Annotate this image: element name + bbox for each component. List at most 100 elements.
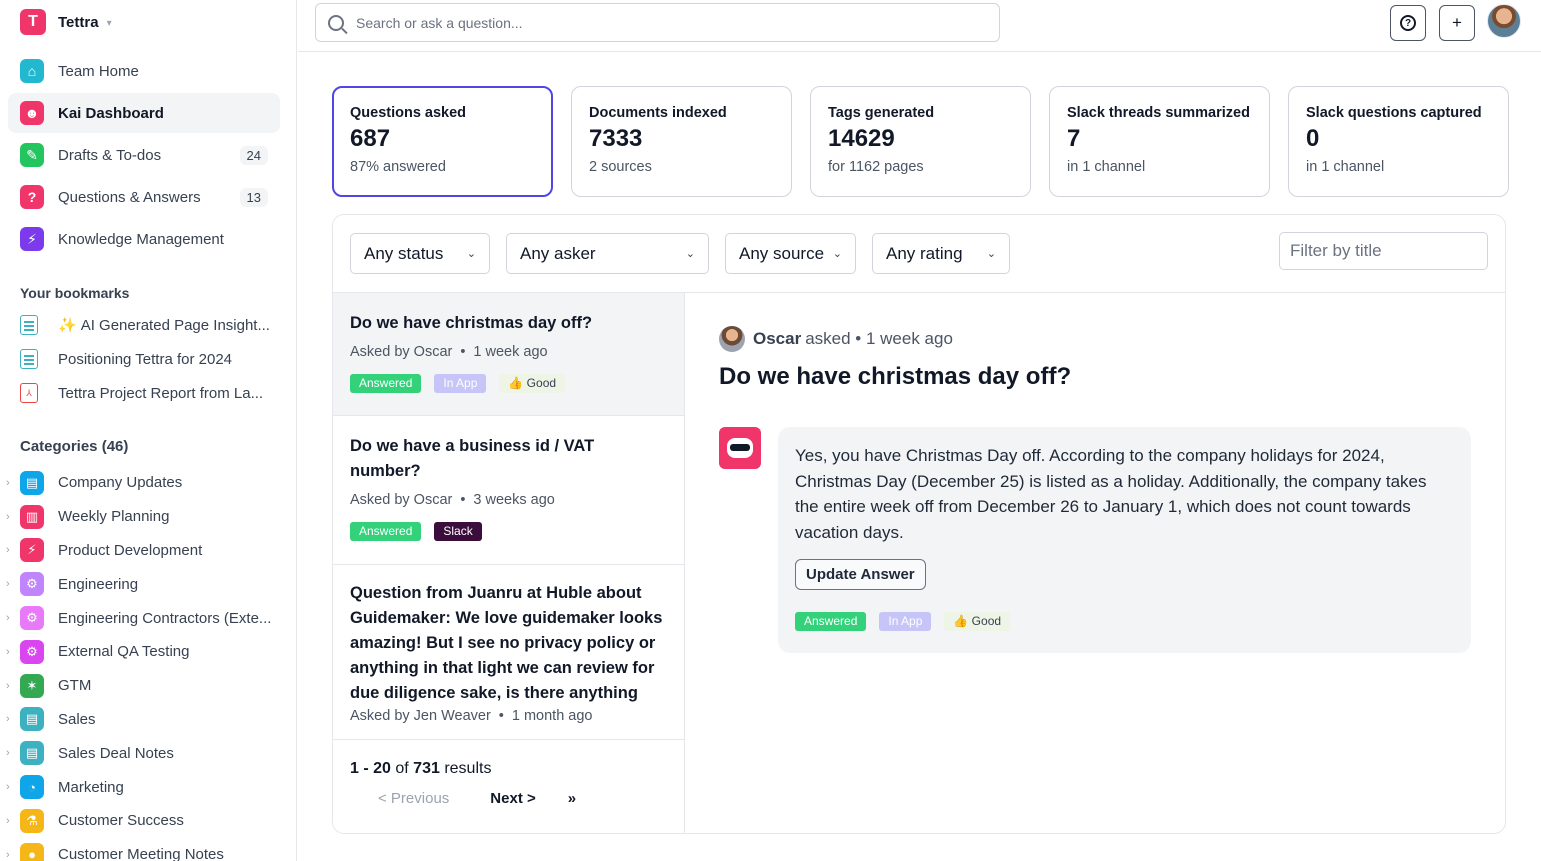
help-button[interactable]: ? bbox=[1390, 5, 1426, 41]
search-input[interactable] bbox=[356, 14, 999, 31]
stat-card-tags-generated[interactable]: Tags generated 14629 for 1162 pages bbox=[810, 86, 1031, 197]
stats-row: Questions asked 687 87% answered Documen… bbox=[332, 86, 1509, 197]
pagination: 1 - 20 of 731 results < Previous Next > … bbox=[333, 739, 684, 833]
question-title: Question from Juanru at Huble about Guid… bbox=[350, 584, 663, 702]
stat-card-slack-threads[interactable]: Slack threads summarized 7 in 1 channel bbox=[1049, 86, 1270, 197]
category-label: Sales Deal Notes bbox=[58, 744, 174, 762]
categories-heading: Categories (46) bbox=[20, 438, 129, 455]
category-item[interactable]: › ⚙ Engineering bbox=[0, 567, 296, 601]
chevron-right-icon[interactable]: › bbox=[6, 679, 10, 692]
count-badge: 24 bbox=[239, 145, 268, 165]
source-filter-select[interactable]: Any source ⌄ bbox=[725, 233, 856, 274]
category-item[interactable]: › ● Customer Meeting Notes bbox=[0, 838, 296, 861]
chevron-right-icon[interactable]: › bbox=[6, 578, 10, 591]
stat-label: Tags generated bbox=[828, 105, 935, 121]
chevron-right-icon[interactable]: › bbox=[6, 476, 10, 489]
category-item[interactable]: › ▤ Sales Deal Notes bbox=[0, 736, 296, 770]
nav-team-home[interactable]: ⌂ Team Home bbox=[8, 51, 280, 91]
sidebar: T Tettra ▾ ⌂ Team Home ☻ Kai Dashboard ✎… bbox=[0, 0, 297, 861]
previous-page-link[interactable]: < Previous bbox=[378, 790, 450, 807]
last-page-link[interactable]: » bbox=[567, 790, 577, 807]
workspace-switcher[interactable]: T Tettra ▾ bbox=[20, 8, 112, 36]
chevron-right-icon[interactable]: › bbox=[6, 510, 10, 523]
topbar: ? + bbox=[298, 0, 1541, 52]
answer-card: Yes, you have Christmas Day off. Accordi… bbox=[778, 427, 1471, 653]
nav-label: Questions & Answers bbox=[58, 188, 201, 206]
results-total: 731 bbox=[413, 760, 440, 777]
category-label: Customer Success bbox=[58, 812, 184, 830]
chevron-right-icon[interactable]: › bbox=[6, 781, 10, 794]
chevron-right-icon[interactable]: › bbox=[6, 814, 10, 827]
stat-value: 0 bbox=[1306, 125, 1320, 152]
book-icon: ▤ bbox=[20, 741, 44, 766]
stat-card-questions-asked[interactable]: Questions asked 687 87% answered bbox=[332, 86, 553, 197]
filter-bar: Any status ⌄ Any asker ⌄ Any source ⌄ Any r… bbox=[333, 215, 1505, 293]
flask-icon: ⚗ bbox=[20, 808, 44, 833]
category-label: Customer Meeting Notes bbox=[58, 846, 224, 861]
stat-card-documents-indexed[interactable]: Documents indexed 7333 2 sources bbox=[571, 86, 792, 197]
chevron-right-icon[interactable]: › bbox=[6, 713, 10, 726]
category-label: Company Updates bbox=[58, 474, 183, 492]
question-list-item[interactable]: Do we have christmas day off? Asked by O… bbox=[333, 293, 684, 416]
stat-subtext: for 1162 pages bbox=[828, 159, 924, 175]
update-answer-button[interactable]: Update Answer bbox=[795, 559, 926, 590]
stat-value: 687 bbox=[350, 125, 391, 152]
category-item[interactable]: › ⚗ Customer Success bbox=[0, 804, 296, 838]
search-box[interactable] bbox=[315, 3, 1000, 42]
question-time: 1 week ago bbox=[473, 344, 548, 360]
category-item[interactable]: › ◔ Marketing bbox=[0, 770, 296, 804]
category-item[interactable]: › ▤ Company Updates bbox=[0, 466, 296, 500]
answer-text: Yes, you have Christmas Day off. Accordi… bbox=[795, 446, 1427, 542]
nav-knowledge-management[interactable]: ⚡ Knowledge Management bbox=[8, 219, 280, 259]
chevron-down-icon: ⌄ bbox=[986, 248, 996, 260]
chevron-right-icon[interactable]: › bbox=[6, 645, 10, 658]
search-icon bbox=[328, 14, 344, 31]
stat-subtext: in 1 channel bbox=[1067, 159, 1146, 175]
chevron-right-icon[interactable]: › bbox=[6, 848, 10, 861]
stat-subtext: 2 sources bbox=[589, 159, 652, 175]
next-page-link[interactable]: Next > bbox=[490, 790, 536, 807]
chevron-right-icon[interactable]: › bbox=[6, 747, 10, 760]
title-filter-input[interactable] bbox=[1279, 232, 1488, 270]
question-list-item[interactable]: Do we have a business id / VAT number? A… bbox=[333, 416, 684, 565]
categories-list: › ▤ Company Updates › ▥ Weekly Planning › ⚡ Pr… bbox=[0, 466, 296, 861]
add-button[interactable]: + bbox=[1439, 5, 1475, 41]
source-badge: In App bbox=[434, 374, 487, 393]
question-title: Do we have a business id / VAT number? bbox=[350, 437, 595, 480]
stat-card-slack-questions[interactable]: Slack questions captured 0 in 1 channel bbox=[1288, 86, 1509, 197]
chevron-right-icon[interactable]: › bbox=[6, 544, 10, 557]
nav-questions-answers[interactable]: ? Questions & Answers 13 bbox=[8, 177, 280, 217]
category-item[interactable]: › ⚡ Product Development bbox=[0, 534, 296, 568]
answer-tags: Answered In App 👍 Good bbox=[795, 612, 1454, 631]
nav-label: Team Home bbox=[58, 62, 139, 80]
document-icon bbox=[20, 315, 38, 335]
status-filter-select[interactable]: Any status ⌄ bbox=[350, 233, 490, 274]
bookmark-item[interactable]: ⅄ Tettra Project Report from La... bbox=[20, 376, 280, 410]
question-list-item[interactable]: Question from Juanru at Huble about Guid… bbox=[333, 565, 684, 739]
asker-filter-select[interactable]: Any asker ⌄ bbox=[506, 233, 709, 274]
user-avatar[interactable] bbox=[1487, 4, 1521, 38]
status-badge: Answered bbox=[350, 522, 422, 541]
question-list: Do we have christmas day off? Asked by O… bbox=[333, 293, 685, 833]
source-badge: In App bbox=[879, 612, 932, 631]
category-item[interactable]: › ⚙ Engineering Contractors (Exte... bbox=[0, 601, 296, 635]
stat-value: 7333 bbox=[589, 125, 643, 152]
rating-filter-select[interactable]: Any rating ⌄ bbox=[872, 233, 1010, 274]
category-item[interactable]: › ✶ GTM bbox=[0, 669, 296, 703]
category-item[interactable]: › ▥ Weekly Planning bbox=[0, 500, 296, 534]
map-icon: ▥ bbox=[20, 504, 44, 529]
tettra-logo-icon: T bbox=[20, 9, 46, 35]
pencil-icon: ✎ bbox=[20, 143, 44, 167]
bookmark-item[interactable]: Positioning Tettra for 2024 bbox=[20, 342, 280, 376]
bookmark-item[interactable]: ✨ AI Generated Page Insight... bbox=[20, 308, 280, 342]
nav-kai-dashboard[interactable]: ☻ Kai Dashboard bbox=[8, 93, 280, 133]
category-item[interactable]: › ▤ Sales bbox=[0, 703, 296, 737]
category-item[interactable]: › ⚙ External QA Testing bbox=[0, 635, 296, 669]
chat-bubble-icon: ● bbox=[20, 842, 44, 861]
chevron-right-icon[interactable]: › bbox=[6, 612, 10, 625]
bookmark-label: Positioning Tettra for 2024 bbox=[58, 350, 233, 368]
results-count: 1 - 20 of 731 results bbox=[350, 760, 667, 778]
nav-drafts-todos[interactable]: ✎ Drafts & To-dos 24 bbox=[8, 135, 280, 175]
rating-badge: 👍 Good bbox=[944, 612, 1011, 631]
stat-value: 14629 bbox=[828, 125, 895, 152]
